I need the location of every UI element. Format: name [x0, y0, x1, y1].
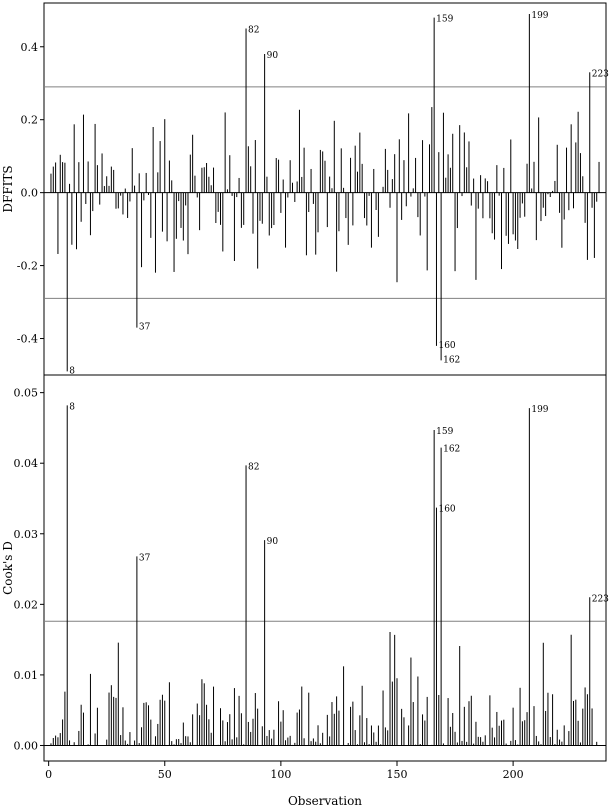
dffits-y-tick-label-0: 0.4 [21, 41, 39, 54]
dffits-point-label-37: 37 [139, 323, 151, 333]
cooks-d-point-label-162: 162 [443, 445, 460, 455]
cooks-d-y-tick-label-5: 0.05 [14, 387, 39, 400]
cooks-d-y-axis-title: Cook's D [1, 541, 15, 595]
cooks-d-y-tick-label-4: 0.04 [14, 457, 39, 470]
dffits-point-label-199: 199 [531, 11, 548, 21]
cooks-d-x-tick-label-1: 50 [158, 768, 172, 781]
cooks-d-plot-frame [43, 374, 607, 762]
cooks-d-point-label-223: 223 [592, 594, 609, 604]
dffits-panel: 8 37 82 90 159 160 162 199 223 0.4 0.2 0.0 -0.2 -0.4 D… [1, 2, 609, 376]
cooks-d-y-tick-label-1: 0.01 [14, 669, 39, 682]
cooks-d-point-label-8: 8 [69, 402, 75, 412]
dffits-point-label-159: 159 [436, 15, 453, 25]
cooks-d-point-label-90: 90 [267, 537, 279, 547]
dffits-point-label-90: 90 [267, 51, 279, 61]
dffits-y-axis-title: DFFITS [1, 165, 15, 212]
cooks-d-y-tick-label-0: 0.00 [14, 739, 39, 752]
dffits-point-label-162: 162 [443, 355, 460, 365]
x-axis-title: Observation [288, 794, 362, 808]
cooks-d-point-label-160: 160 [438, 505, 455, 515]
cooks-d-panel: 8 37 82 90 159 160 162 199 223 0.00 0.01 0.02 0.03 0.… [1, 374, 609, 808]
cooks-d-point-label-159: 159 [436, 427, 453, 437]
dffits-y-tick-label-3: -0.2 [17, 260, 38, 273]
cooks-d-x-tick-label-2: 100 [270, 768, 291, 781]
cooks-d-x-tick-label-4: 200 [503, 768, 524, 781]
cooks-d-x-tick-label-3: 150 [386, 768, 407, 781]
cooks-d-y-tick-label-3: 0.03 [14, 528, 39, 541]
dffits-point-label-8: 8 [69, 366, 75, 376]
cooks-d-point-label-199: 199 [531, 405, 548, 415]
dffits-point-label-160: 160 [438, 341, 455, 351]
cooks-d-point-label-82: 82 [248, 462, 259, 472]
dffits-y-tick-label-2: 0.0 [21, 187, 39, 200]
cooks-d-point-label-37: 37 [139, 553, 151, 563]
dffits-y-tick-label-1: 0.2 [21, 114, 39, 127]
dffits-point-label-82: 82 [248, 26, 259, 36]
cooks-d-x-tick-label-0: 0 [45, 768, 52, 781]
dffits-point-label-223: 223 [592, 69, 609, 79]
dffits-y-tick-label-4: -0.4 [17, 333, 38, 346]
cooks-d-y-tick-label-2: 0.02 [14, 598, 39, 611]
